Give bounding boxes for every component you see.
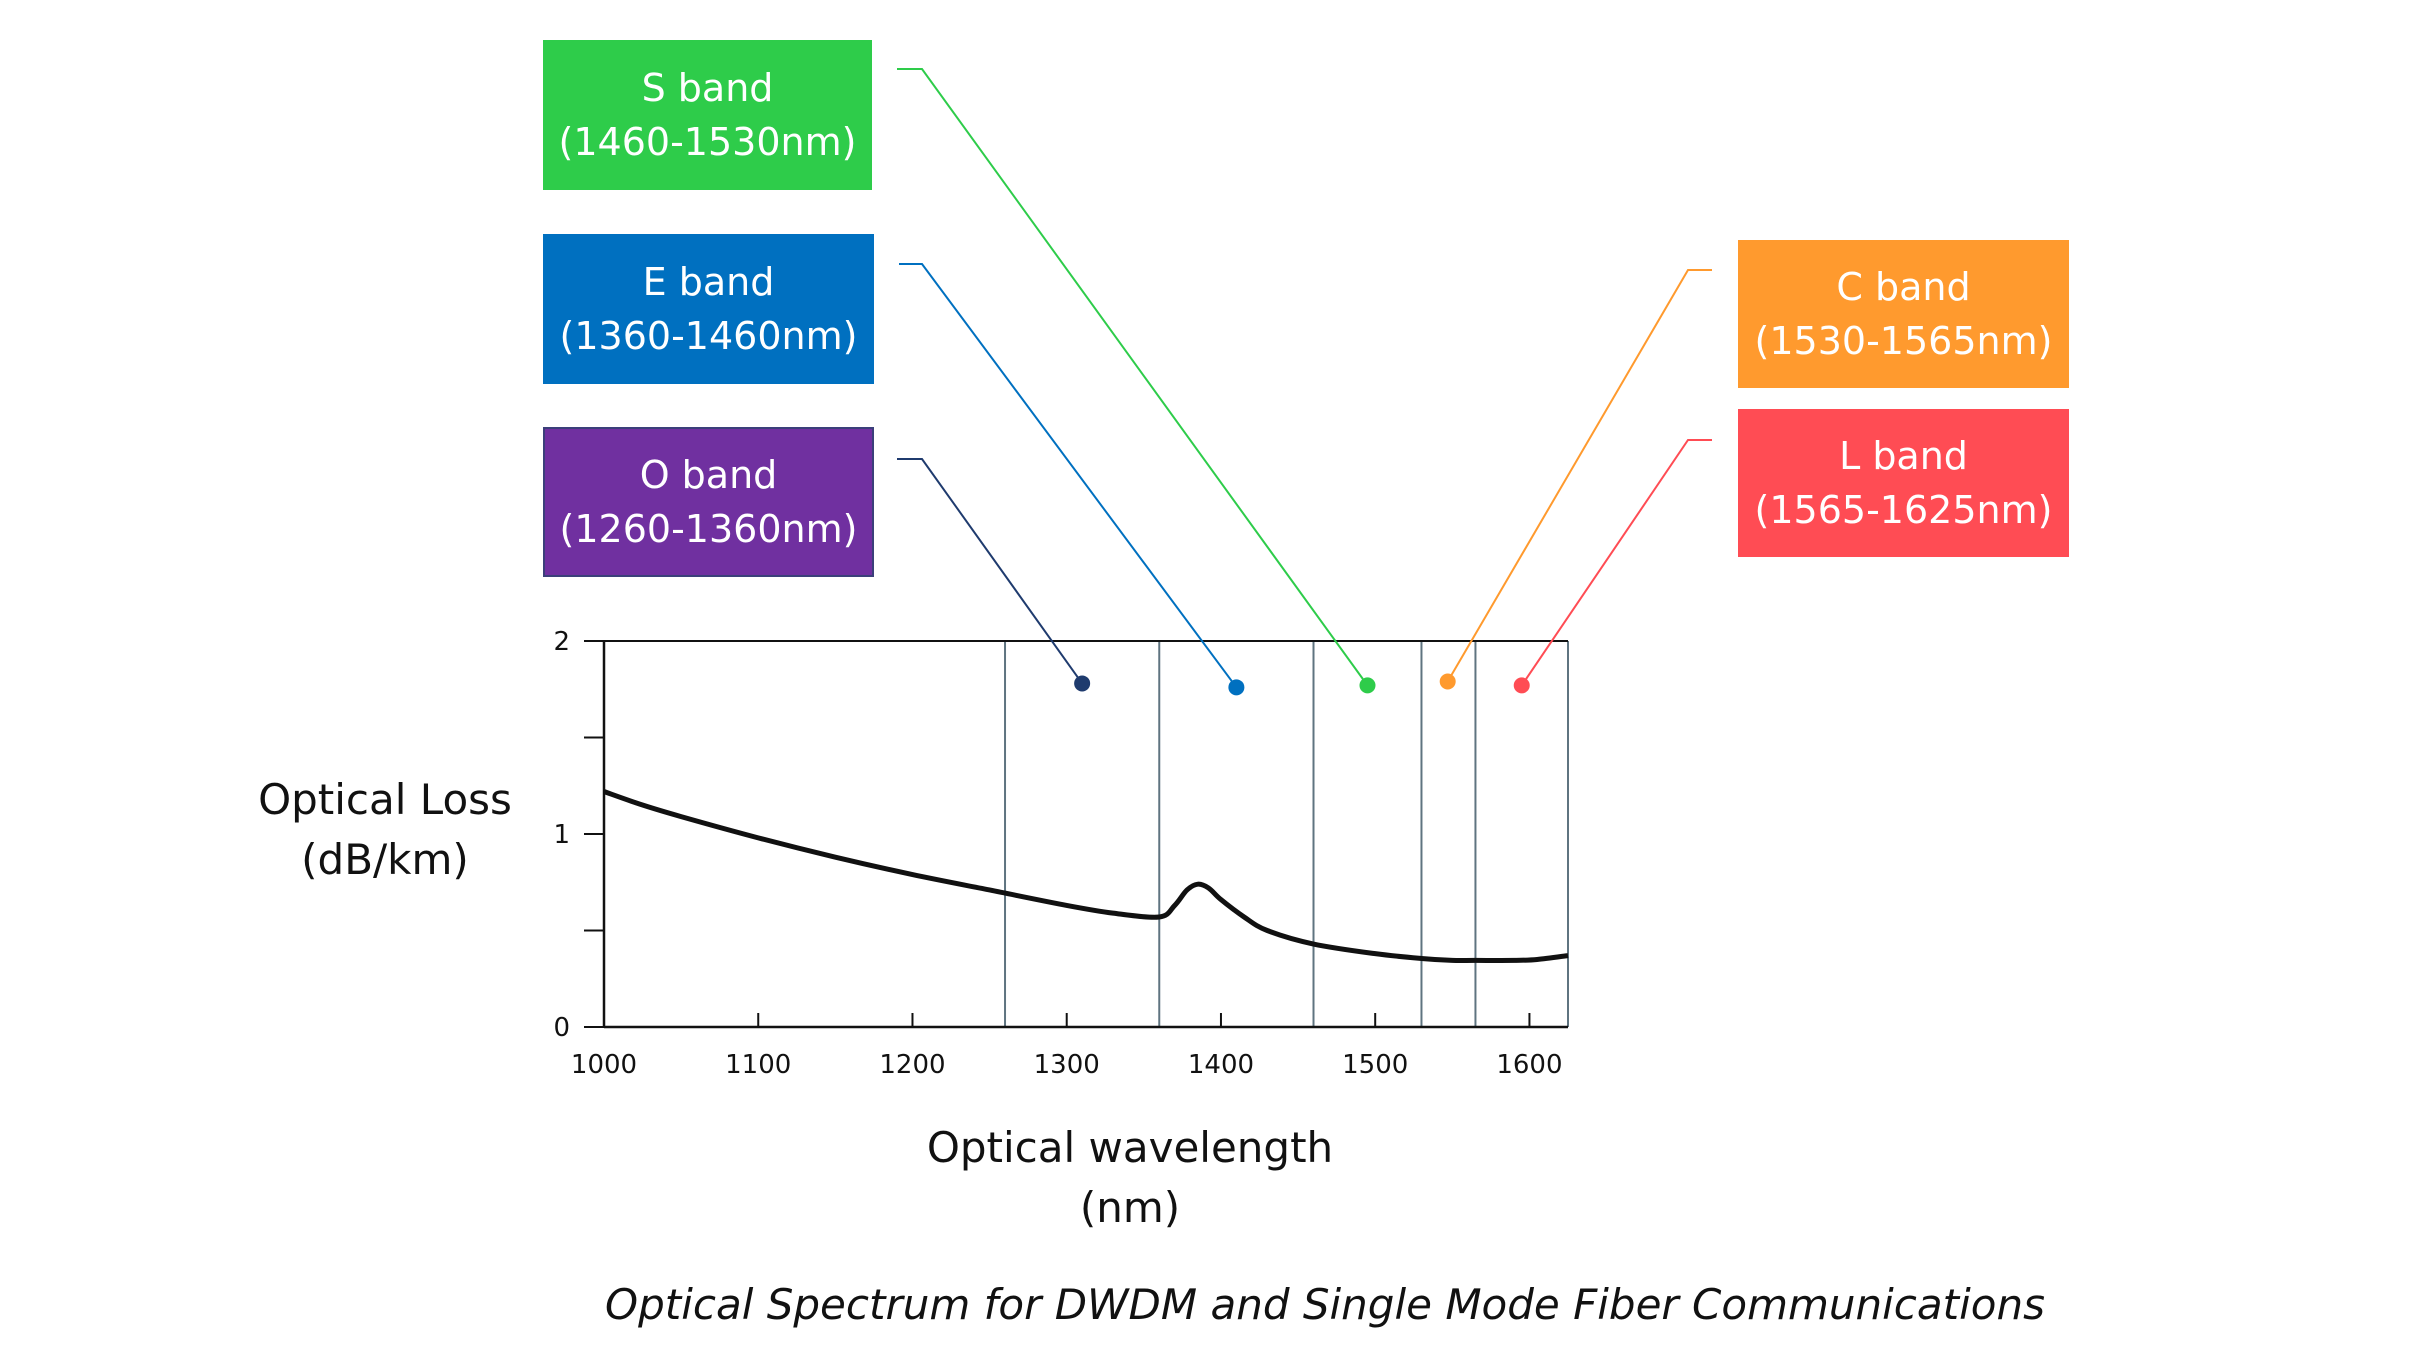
band-marker-e [1228, 679, 1245, 696]
leader-line-o [897, 458, 1083, 685]
x-axis-title-line-1: Optical wavelength [926, 1123, 1334, 1172]
leader-line-e [899, 263, 1238, 688]
figure-caption: Optical Spectrum for DWDM and Single Mod… [605, 1280, 2045, 1329]
band-box-l: L band (1565-1625nm) [1738, 409, 2069, 557]
y-tick-label-2: 2 [553, 627, 570, 657]
x-tick-label-1100: 1100 [725, 1050, 791, 1080]
y-axis-title-line-2: (dB/km) [301, 835, 469, 884]
x-tick-label-1600: 1600 [1496, 1050, 1562, 1080]
x-axis-title: Optical wavelength (nm) [880, 1118, 1380, 1238]
y-axis-title-line-1: Optical Loss [258, 775, 512, 824]
band-marker-s [1359, 677, 1376, 694]
leader-line-s [897, 68, 1369, 686]
leader-line-c [1446, 269, 1712, 683]
band-name-s: S band [641, 66, 774, 110]
band-box-o: O band (1260-1360nm) [543, 427, 874, 577]
band-range-s: (1460-1530nm) [558, 120, 857, 164]
band-box-c: C band (1530-1565nm) [1738, 240, 2069, 388]
band-marker-l [1513, 677, 1530, 694]
x-tick-label-1500: 1500 [1342, 1050, 1408, 1080]
y-tick-label-0: 0 [553, 1013, 570, 1043]
band-box-e: E band (1360-1460nm) [543, 234, 874, 384]
y-tick-label-1: 1 [553, 820, 570, 850]
band-range-l: (1565-1625nm) [1754, 488, 2053, 532]
x-tick-label-1300: 1300 [1034, 1050, 1100, 1080]
band-range-c: (1530-1565nm) [1754, 319, 2053, 363]
loss-curve-line [603, 789, 1569, 964]
band-name-e: E band [642, 260, 775, 304]
band-box-s: S band (1460-1530nm) [543, 40, 872, 190]
band-marker-o [1074, 675, 1091, 692]
band-name-o: O band [639, 453, 778, 497]
x-axis-title-line-2: (nm) [1079, 1183, 1181, 1232]
band-name-c: C band [1836, 265, 1971, 309]
x-tick-label-1200: 1200 [879, 1050, 945, 1080]
y-axis-title: Optical Loss (dB/km) [230, 770, 540, 890]
leader-line-l [1520, 439, 1712, 686]
x-tick-label-1400: 1400 [1188, 1050, 1254, 1080]
band-marker-c [1439, 673, 1456, 690]
band-range-e: (1360-1460nm) [559, 314, 858, 358]
band-range-o: (1260-1360nm) [559, 507, 858, 551]
x-tick-label-1000: 1000 [571, 1050, 637, 1080]
band-name-l: L band [1839, 434, 1968, 478]
